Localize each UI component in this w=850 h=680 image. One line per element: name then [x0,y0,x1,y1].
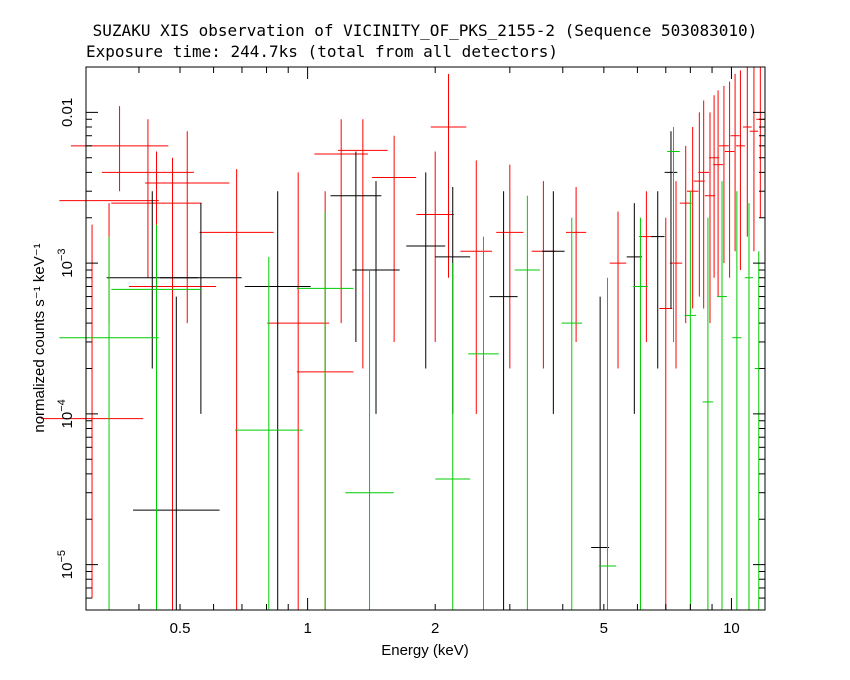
data-point [730,73,740,252]
data-point [633,217,648,610]
data-point [372,135,417,342]
data-point [106,191,198,369]
data-point [430,73,467,278]
data-point [460,160,493,414]
data-point [199,169,274,610]
y-tick-label: 10−3 [56,249,76,278]
data-point [659,217,673,610]
data-point [160,203,242,414]
data-point [234,256,303,610]
data-point [749,67,759,252]
data-point [626,203,642,414]
data-point [704,112,716,324]
data-point [742,67,752,237]
data-point [708,95,720,278]
data-point [609,211,627,369]
data-point [702,217,714,610]
x-tick-label: 5 [600,620,608,637]
data-point [693,112,705,297]
data-point [244,191,311,610]
plot-frame [85,66,766,611]
data-point [679,145,692,324]
data-point [542,191,565,414]
data-point [639,191,654,342]
x-tick-label: 10 [723,620,740,637]
data-point [756,67,765,218]
data-point [650,191,665,369]
data-point [664,131,678,309]
x-tick-label: 0.5 [170,620,191,637]
data-point [145,131,230,324]
data-point [669,181,683,369]
x-tick-label: 2 [431,620,439,637]
data-point [111,224,202,610]
data-point [70,106,169,192]
chart-subtitle: Exposure time: 244.7ks (total from all d… [86,42,558,61]
data-point [101,119,194,278]
x-tick-label: 1 [303,620,311,637]
data-point [754,251,763,610]
x-axis-label: Energy (keV) [381,642,469,659]
data-point [732,191,742,610]
x-axis: 0.5 1 2 5 10 [85,67,740,637]
data-point [717,181,727,610]
y-axis-label: normalized counts s⁻¹ keV⁻¹ [31,243,48,432]
data-point [352,181,400,414]
series-0 [40,67,765,610]
data-point [314,119,368,324]
y-tick-label: 0.01 [59,98,76,127]
data-point [684,191,697,610]
y-axis: 10−5 10−4 10−3 0.01 [56,66,765,599]
data-point [724,81,735,278]
y-tick-label: 10−4 [56,399,76,428]
data-point [744,203,754,610]
data-point [133,296,220,610]
data-point [435,263,471,610]
data-point [406,172,446,369]
data-point [591,296,610,610]
data-point [267,172,330,610]
data-point [698,100,710,309]
data-point [561,217,583,610]
data-point [566,186,587,342]
data-point [735,70,745,271]
data-point [128,157,217,610]
chart-title: SUZAKU XIS observation of VICINITY_OF_PK… [93,21,758,40]
data-point [686,126,699,309]
data-point [489,191,518,610]
data-point [59,236,159,610]
data-point [330,151,382,342]
data-point [345,270,394,610]
data-point [667,126,680,342]
y-tick-label: 10−5 [56,550,76,579]
data-point [496,164,524,369]
data-point [338,119,388,369]
data-point [416,151,454,342]
data-point [598,277,617,610]
data-point [296,211,354,610]
data-point [719,85,729,264]
data-point [40,224,144,599]
data-point [531,181,556,369]
data-point [514,195,540,610]
plot-area [40,67,765,610]
data-point [468,236,499,610]
data-point [713,90,724,297]
